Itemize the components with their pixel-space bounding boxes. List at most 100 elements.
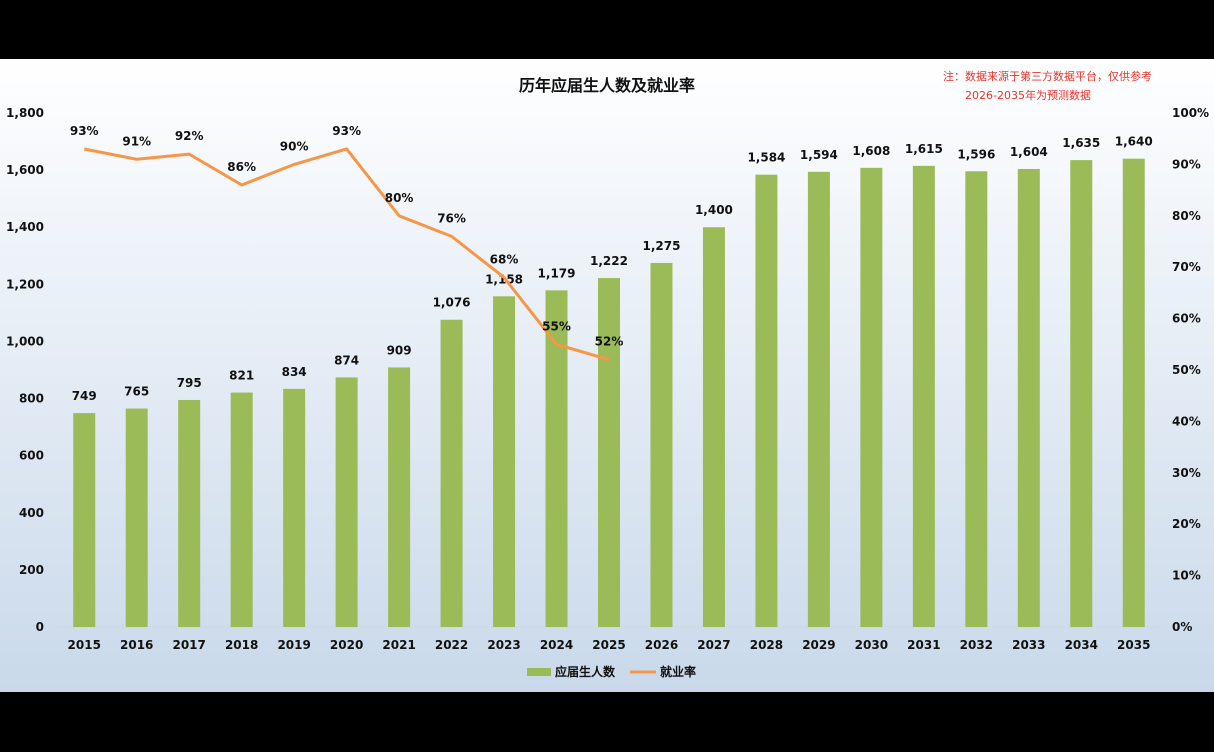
y-right-tick-label: 10% [1172,569,1201,583]
bar-value-label: 1,275 [642,239,680,253]
y-right-tick-label: 90% [1172,157,1201,171]
bar [1070,160,1093,627]
chart-panel: 历年应届生人数及就业率 0 200 400 600 800 1,000 1,200 1,400 1… [0,59,1214,692]
x-tick-label: 2029 [802,638,835,652]
x-tick-label: 2016 [120,638,153,652]
x-tick-label: 2030 [855,638,888,652]
legend-bar-label: 应届生人数 [555,664,616,679]
y-right-tick-label: 0% [1172,620,1192,634]
y-right-tick-label: 80% [1172,209,1201,223]
bar-value-label: 795 [177,376,202,390]
source-note: 注：数据来源于第三方数据平台，仅供参考 [943,70,1152,83]
bar [73,413,96,627]
y-right-tick-label: 40% [1172,414,1201,428]
bar [860,167,883,627]
line-value-label: 80% [385,191,414,205]
bar [125,408,148,627]
bar [283,388,306,627]
bar [335,377,358,627]
y-left-tick-label: 1,000 [6,334,44,348]
x-tick-label: 2032 [960,638,993,652]
bar [965,171,988,627]
bar-value-label: 749 [72,389,97,403]
x-tick-label: 2021 [382,638,415,652]
forecast-note: 2026-2035年为预测数据 [965,89,1091,102]
line-value-label: 55% [542,319,571,333]
bar-value-label: 1,604 [1010,145,1048,159]
bar [912,165,935,628]
employment-rate-line [83,147,610,362]
bar [755,174,778,627]
bar-value-label: 1,640 [1115,135,1153,149]
x-tick-label: 2024 [540,638,573,652]
bar [440,319,463,627]
x-tick-label: 2031 [907,638,940,652]
x-tick-label: 2020 [330,638,363,652]
x-tick-label: 2023 [487,638,520,652]
x-tick-label: 2034 [1065,638,1098,652]
bar [598,278,620,627]
x-tick-label: 2028 [750,638,783,652]
bar [1122,158,1145,627]
bar-value-label: 1,608 [852,144,890,158]
bar [388,367,411,627]
bar-value-label: 909 [387,343,412,357]
bar-value-label: 821 [229,369,254,383]
bar-value-label: 1,222 [590,254,628,268]
line-value-label: 86% [227,160,256,174]
bar-value-label: 765 [124,385,149,399]
legend-bar-swatch [527,668,551,676]
x-tick-label: 2027 [697,638,730,652]
bar-value-label: 834 [282,365,307,379]
y-left-tick-label: 1,400 [6,220,44,234]
bar-value-label: 1,615 [905,142,943,156]
y-left-tick-label: 800 [19,392,44,406]
x-tick-label: 2026 [645,638,678,652]
x-tick-label: 2015 [68,638,101,652]
bar [1017,168,1040,628]
y-left-tick-label: 1,600 [6,163,44,177]
x-tick-label: 2022 [435,638,468,652]
bar-value-label: 1,584 [747,151,785,165]
y-left-tick-label: 600 [19,449,44,463]
x-tick-label: 2018 [225,638,258,652]
bar-value-label: 1,635 [1062,136,1100,150]
y-right-tick-label: 60% [1172,312,1201,326]
bar-value-label: 1,400 [695,203,733,217]
line-value-label: 91% [122,134,151,148]
y-right-tick-label: 30% [1172,466,1201,480]
x-tick-label: 2035 [1117,638,1150,652]
line-value-label: 68% [490,252,519,266]
bar [807,171,830,627]
line-value-label: 92% [175,129,204,143]
y-right-tick-label: 50% [1172,363,1201,377]
bar [178,399,201,627]
bar [545,290,568,627]
y-left-tick-label: 0 [36,620,44,634]
y-right-tick-label: 70% [1172,260,1201,274]
chart-title: 历年应届生人数及就业率 [519,76,695,95]
y-left-tick-label: 1,200 [6,277,44,291]
y-right-tick-label: 20% [1172,517,1201,531]
bar-value-label: 1,179 [538,266,576,280]
line-value-label: 93% [70,124,99,138]
x-tick-label: 2033 [1012,638,1045,652]
bar [702,227,725,627]
chart-svg: 历年应届生人数及就业率 0 200 400 600 800 1,000 1,200 1,400 1… [6,76,1209,679]
line-value-label: 93% [332,124,361,138]
bar [650,262,673,627]
bar-value-label: 1,076 [433,296,471,310]
x-tick-label: 2019 [277,638,310,652]
bar-value-label: 1,594 [800,148,838,162]
y-left-tick-label: 200 [19,563,44,577]
x-tick-label: 2017 [172,638,205,652]
line-value-label: 52% [595,335,624,349]
bar [493,296,516,627]
line-value-label: 90% [280,139,309,153]
legend-line-label: 就业率 [660,664,696,679]
line-value-label: 76% [437,211,466,225]
bar-value-label: 874 [334,353,359,367]
y-left-tick-label: 1,800 [6,106,44,120]
x-tick-label: 2025 [592,638,625,652]
y-left-tick-label: 400 [19,506,44,520]
